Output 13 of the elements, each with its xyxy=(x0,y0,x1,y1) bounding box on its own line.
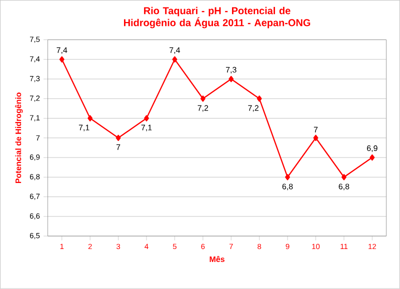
point xyxy=(172,56,178,63)
point xyxy=(342,174,346,180)
point xyxy=(228,76,234,82)
point xyxy=(313,134,318,142)
point xyxy=(285,174,290,180)
point xyxy=(200,96,206,102)
point xyxy=(59,56,64,63)
point xyxy=(88,115,93,122)
chart-title: Rio Taquari - pH - Potencial de Hidrogênio da Água 2011 - Aepan-ONG xyxy=(124,7,310,28)
point xyxy=(116,134,121,142)
point xyxy=(370,154,375,161)
point xyxy=(144,115,149,122)
point xyxy=(256,96,262,102)
